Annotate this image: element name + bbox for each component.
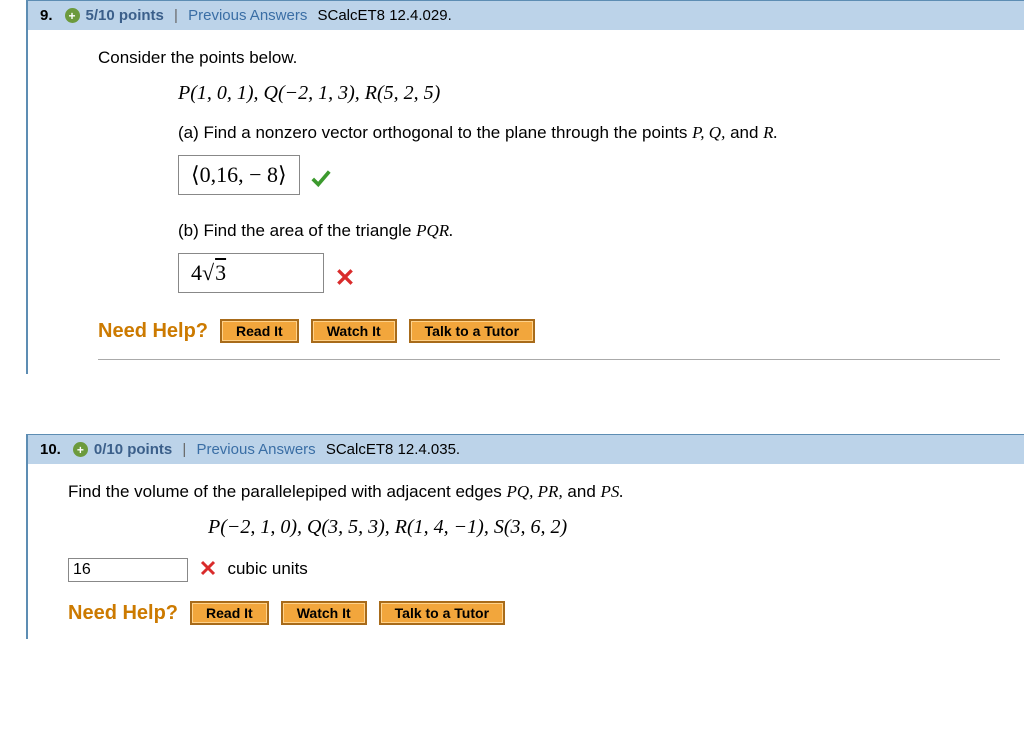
answer-row: 16 cubic units [68, 557, 1000, 583]
expand-icon[interactable]: + [73, 442, 88, 457]
watch-it-button[interactable]: Watch It [281, 601, 367, 625]
previous-answers-link[interactable]: Previous Answers [196, 441, 315, 458]
question-header: 9. + 5/10 points | Previous Answers SCal… [28, 1, 1024, 30]
question-source: SCalcET8 12.4.035. [322, 441, 460, 458]
question-number: 9. [40, 7, 59, 24]
points-definition: P(1, 0, 1), Q(−2, 1, 3), R(5, 2, 5) [178, 82, 1000, 105]
points-definition: P(−2, 1, 0), Q(3, 5, 3), R(1, 4, −1), S(… [208, 516, 1000, 539]
talk-to-tutor-button[interactable]: Talk to a Tutor [409, 319, 535, 343]
need-help-label: Need Help? [98, 320, 208, 343]
question-prompt: Find the volume of the parallelepiped wi… [68, 482, 1000, 502]
help-row: Need Help? Read It Watch It Talk to a Tu… [98, 319, 1000, 343]
watch-it-button[interactable]: Watch It [311, 319, 397, 343]
cross-icon [335, 267, 355, 293]
talk-to-tutor-button[interactable]: Talk to a Tutor [379, 601, 505, 625]
answer-input[interactable]: 16 [68, 558, 188, 582]
part-a-answer-row: ⟨0,16, − 8⟩ [178, 155, 1000, 195]
check-icon [310, 167, 332, 195]
part-b-prompt: (b) Find the area of the triangle PQR. [178, 221, 453, 240]
part-a: (a) Find a nonzero vector orthogonal to … [178, 123, 1000, 143]
question-prompt: Consider the points below. [98, 48, 1000, 68]
need-help-label: Need Help? [68, 602, 178, 625]
expand-icon[interactable]: + [65, 8, 80, 23]
points-label: 5/10 points [86, 7, 164, 24]
divider [98, 359, 1000, 360]
help-row: Need Help? Read It Watch It Talk to a Tu… [68, 601, 1000, 625]
part-b: (b) Find the area of the triangle PQR. [178, 221, 1000, 241]
separator: | [178, 441, 190, 458]
question-number: 10. [40, 441, 67, 458]
read-it-button[interactable]: Read It [190, 601, 269, 625]
question-10: 10. + 0/10 points | Previous Answers SCa… [26, 434, 1024, 639]
question-body: Find the volume of the parallelepiped wi… [28, 464, 1024, 639]
part-a-prompt: (a) Find a nonzero vector orthogonal to … [178, 123, 778, 142]
question-body: Consider the points below. P(1, 0, 1), Q… [28, 30, 1024, 374]
question-9: 9. + 5/10 points | Previous Answers SCal… [26, 0, 1024, 374]
question-header: 10. + 0/10 points | Previous Answers SCa… [28, 435, 1024, 464]
separator: | [170, 7, 182, 24]
answer-input-a[interactable]: ⟨0,16, − 8⟩ [178, 155, 300, 195]
read-it-button[interactable]: Read It [220, 319, 299, 343]
answer-input-b[interactable]: 4√3 [178, 253, 324, 293]
part-b-answer-row: 4√3 [178, 253, 1000, 293]
cross-icon [199, 557, 217, 583]
previous-answers-link[interactable]: Previous Answers [188, 7, 307, 24]
points-label: 0/10 points [94, 441, 172, 458]
units-label: cubic units [227, 559, 307, 578]
question-source: SCalcET8 12.4.029. [313, 7, 451, 24]
